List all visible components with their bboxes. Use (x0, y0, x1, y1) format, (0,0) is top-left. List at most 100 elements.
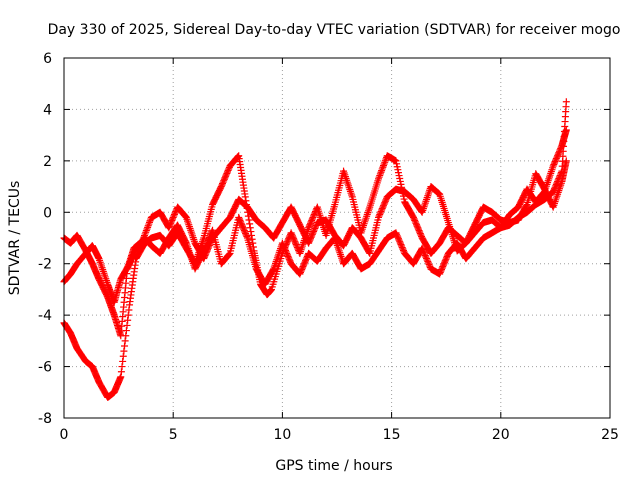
data-point (395, 236, 403, 244)
data-point (288, 230, 296, 238)
data-point (306, 219, 314, 227)
data-point (393, 160, 401, 168)
data-point (307, 233, 315, 241)
data-point (438, 266, 446, 274)
data-point (380, 200, 388, 208)
y-tick-label: -6 (38, 360, 52, 376)
data-point (119, 352, 127, 360)
data-point (555, 149, 563, 157)
data-point (225, 165, 233, 173)
x-tick-label: 5 (169, 427, 178, 443)
data-point (374, 213, 382, 221)
data-point (417, 231, 425, 239)
data-point (168, 216, 176, 224)
data-point (305, 239, 313, 247)
data-point (203, 240, 211, 248)
data-point (117, 368, 125, 376)
data-point (439, 261, 447, 269)
data-point (415, 227, 423, 235)
data-point (165, 224, 173, 232)
data-point (378, 165, 386, 173)
data-point (439, 263, 447, 271)
data-point (283, 251, 291, 259)
data-point (118, 363, 126, 371)
data-point (280, 244, 288, 252)
data-point (305, 238, 313, 246)
data-point (422, 253, 430, 261)
data-point (380, 160, 388, 168)
data-point (290, 236, 298, 244)
data-point (556, 146, 564, 154)
data-point (418, 244, 426, 252)
data-point (292, 241, 300, 249)
data-point (310, 226, 318, 234)
data-point (146, 217, 154, 225)
data-point (414, 225, 422, 233)
plot-frame (63, 57, 611, 419)
data-point (121, 342, 129, 350)
x-tick-label: 25 (601, 427, 619, 443)
data-point (279, 241, 287, 249)
data-point (298, 266, 306, 274)
data-point (443, 254, 451, 262)
data-point (205, 235, 213, 243)
data-point (440, 260, 448, 268)
data-point (413, 222, 421, 230)
data-point (243, 233, 251, 241)
data-point (378, 205, 386, 213)
data-point (200, 247, 208, 255)
data-point (239, 224, 247, 232)
data-point (374, 175, 382, 183)
data-point (245, 216, 253, 224)
data-point (280, 242, 288, 250)
data-point (396, 238, 404, 246)
data-point (409, 213, 417, 221)
data-point (553, 179, 561, 187)
data-point (220, 175, 228, 183)
y-tick-label: -4 (38, 308, 52, 324)
data-point (124, 316, 132, 324)
data-point (297, 267, 305, 275)
data-point (290, 235, 298, 243)
data-point (310, 212, 318, 220)
chart-title: Day 330 of 2025, Sidereal Day-to-day VTE… (48, 22, 621, 38)
data-point (441, 258, 449, 266)
data-point (222, 171, 230, 179)
ticks: 0 5 10 15 20 25 -8 -6 -4 -2 0 2 4 6 (38, 51, 619, 443)
grid (64, 58, 610, 418)
data-point (394, 169, 402, 177)
data-point (167, 219, 175, 227)
data-point (236, 216, 244, 224)
data-point (142, 227, 150, 235)
data-point (291, 238, 299, 246)
data-point (282, 248, 290, 256)
y-tick-label: -2 (38, 257, 52, 273)
data-point (311, 224, 319, 232)
data-point (278, 239, 286, 247)
data-point (550, 185, 558, 193)
data-point (144, 222, 152, 230)
data-point (393, 232, 401, 240)
data-point (282, 246, 290, 254)
data-point (283, 249, 291, 257)
data-point (225, 251, 233, 259)
data-point (550, 159, 558, 167)
data-point (217, 183, 225, 191)
data-point (412, 219, 420, 227)
data-point (305, 224, 313, 232)
data-point (395, 172, 403, 180)
y-tick-label: 6 (43, 51, 52, 67)
data-point (170, 212, 178, 220)
data-point (145, 218, 153, 226)
data-point (247, 228, 255, 236)
data-point (381, 157, 389, 165)
data-point (376, 170, 384, 178)
data-point (301, 258, 309, 266)
y-tick-label: 4 (43, 102, 52, 118)
data-point (238, 221, 246, 229)
data-point (170, 210, 178, 218)
data-point (557, 169, 565, 177)
data-point (556, 172, 564, 180)
data-point (301, 257, 309, 265)
